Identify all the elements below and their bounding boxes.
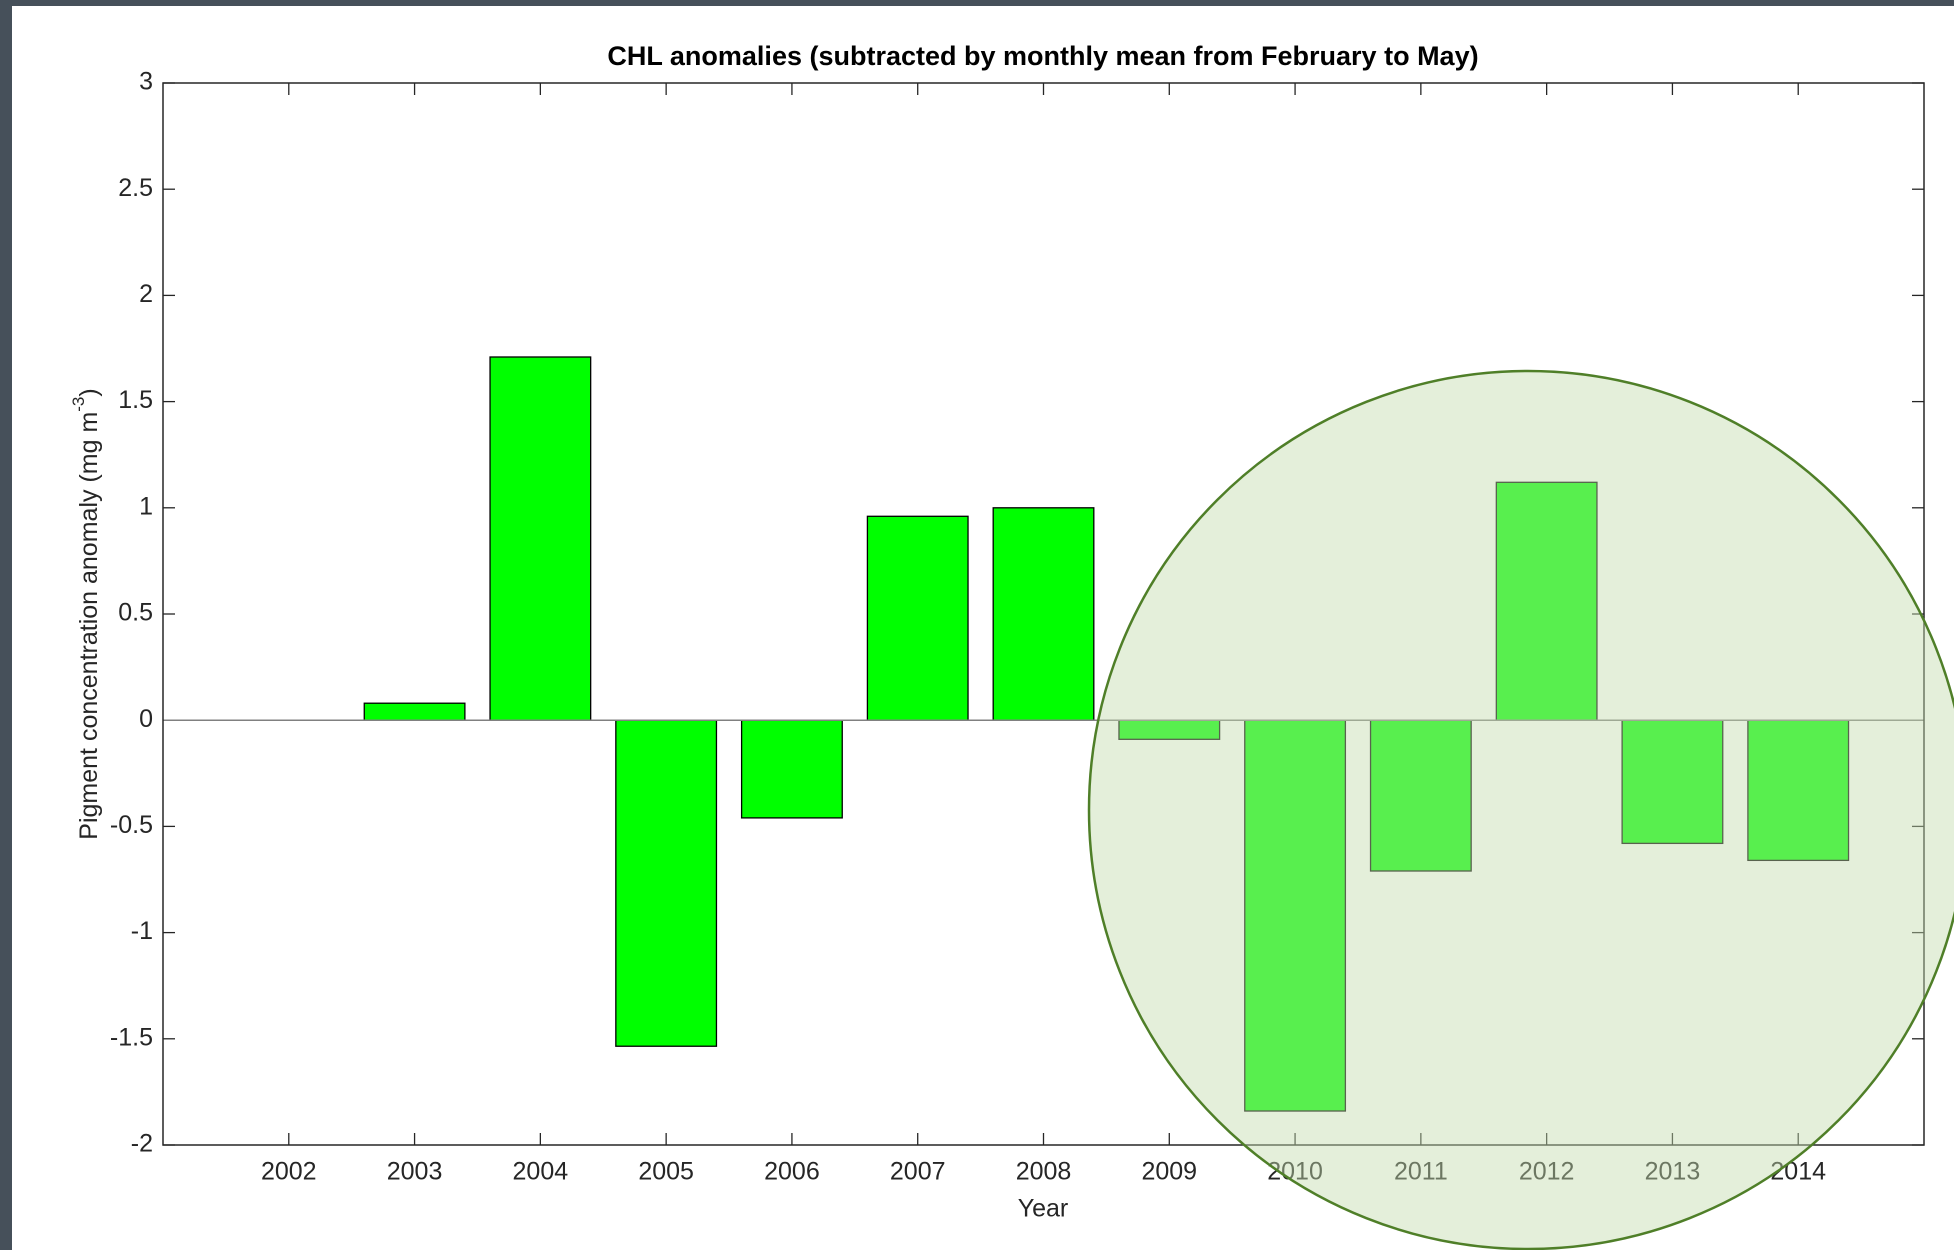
y-tick-label: 1.5	[118, 386, 153, 414]
axes-box	[162, 82, 1925, 1146]
x-tick-label: 2007	[890, 1158, 946, 1186]
bar	[1495, 481, 1598, 721]
x-tick-label: 2014	[1770, 1158, 1826, 1186]
bar	[489, 356, 592, 721]
x-tick-label: 2011	[1394, 1158, 1448, 1186]
y-tick-label: 3	[139, 68, 153, 96]
x-tick-label: 2006	[764, 1158, 820, 1186]
x-tick-label: 2009	[1141, 1158, 1197, 1186]
y-tick-label: 2	[139, 280, 153, 308]
x-tick-label: 2002	[261, 1158, 317, 1186]
y-axis-label: Pigment concentration anomaly (mg m-3)	[69, 388, 102, 839]
y-tick-label: 2.5	[118, 174, 153, 202]
x-axis-label: Year	[1018, 1195, 1069, 1223]
x-tick-label: 2005	[638, 1158, 694, 1186]
bar	[1369, 719, 1472, 872]
x-tick-label: 2003	[387, 1158, 443, 1186]
x-tick-label: 2008	[1016, 1158, 1072, 1186]
x-tick-label: 2013	[1645, 1158, 1701, 1186]
bar	[992, 507, 1095, 721]
bar	[363, 702, 466, 721]
bar	[615, 719, 718, 1047]
bar	[740, 719, 843, 819]
x-tick-label: 2012	[1519, 1158, 1575, 1186]
bar	[1244, 719, 1347, 1112]
y-tick-label: -0.5	[110, 811, 153, 839]
y-tick-label: 1	[139, 492, 153, 520]
bar	[1747, 719, 1850, 862]
chart-title: CHL anomalies (subtracted by monthly mea…	[607, 41, 1478, 71]
y-tick-label: -1.5	[110, 1023, 153, 1051]
y-tick-label: -1	[131, 917, 153, 945]
highlight-circle	[1087, 369, 1954, 1250]
y-label-superscript: -3	[69, 397, 88, 412]
y-tick-label: 0	[139, 705, 153, 733]
bar	[1621, 719, 1724, 845]
bar	[866, 515, 969, 721]
x-tick-label: 2004	[513, 1158, 569, 1186]
y-label-suffix: )	[75, 388, 103, 396]
y-tick-label: 0.5	[118, 599, 153, 627]
y-label-text: Pigment concentration anomaly (mg m	[75, 412, 103, 840]
y-tick-label: -2	[131, 1130, 153, 1158]
